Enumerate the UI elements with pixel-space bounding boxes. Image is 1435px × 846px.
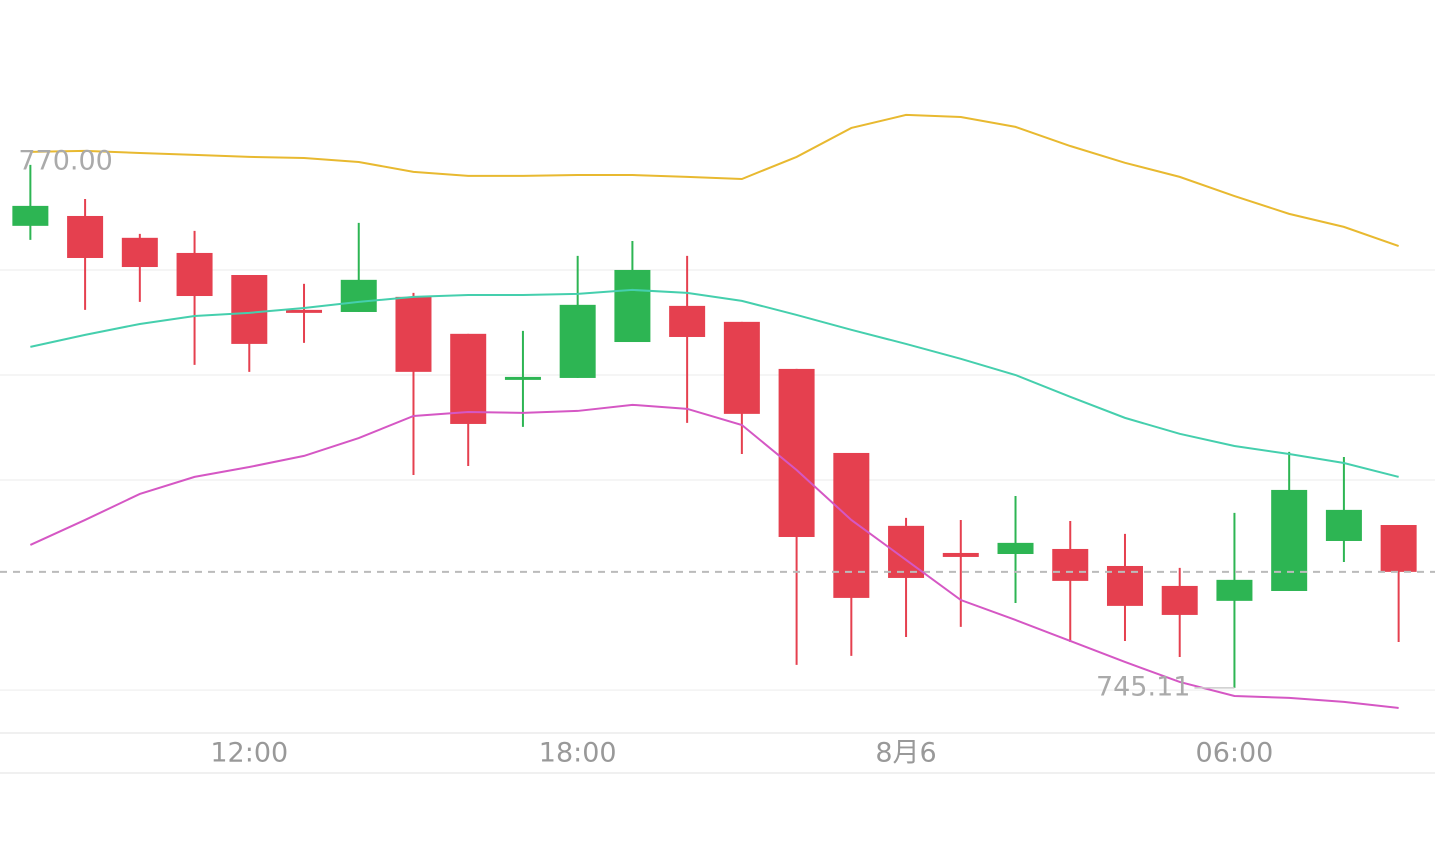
candle-body: [121, 237, 158, 268]
band-line: [30, 288, 1399, 478]
candle-body: [286, 309, 323, 313]
band-line: [29, 403, 1399, 709]
x-tick-label: 12:00: [210, 738, 288, 769]
candle-body: [231, 275, 268, 344]
candle-body: [1271, 489, 1308, 591]
candle-body: [942, 552, 979, 557]
candle-body: [504, 376, 541, 380]
candle-body: [1161, 585, 1198, 615]
candle-body: [176, 252, 213, 297]
candle-body: [669, 305, 706, 337]
candle-body: [778, 368, 815, 537]
candle-body: [67, 215, 104, 258]
band-line: [30, 113, 1399, 247]
x-tick-label: 18:00: [539, 738, 617, 769]
candle-body: [1380, 525, 1417, 572]
x-tick-label: 06:00: [1196, 738, 1274, 769]
x-tick-label: 8月6: [875, 738, 936, 769]
candle-body: [450, 333, 487, 424]
candle-body: [395, 296, 432, 372]
candle-body: [614, 269, 651, 343]
candle-body: [1325, 509, 1362, 541]
candle-body: [12, 205, 49, 226]
min-label: 745.11: [1096, 671, 1190, 702]
candle-body: [1052, 548, 1089, 581]
candle-body: [833, 452, 870, 598]
max-label: 770.00: [18, 145, 112, 176]
candle-body: [340, 279, 377, 312]
candle-body: [723, 321, 760, 414]
candle-body: [1216, 579, 1253, 601]
candle-body: [559, 304, 596, 378]
candle-body: [997, 542, 1034, 555]
